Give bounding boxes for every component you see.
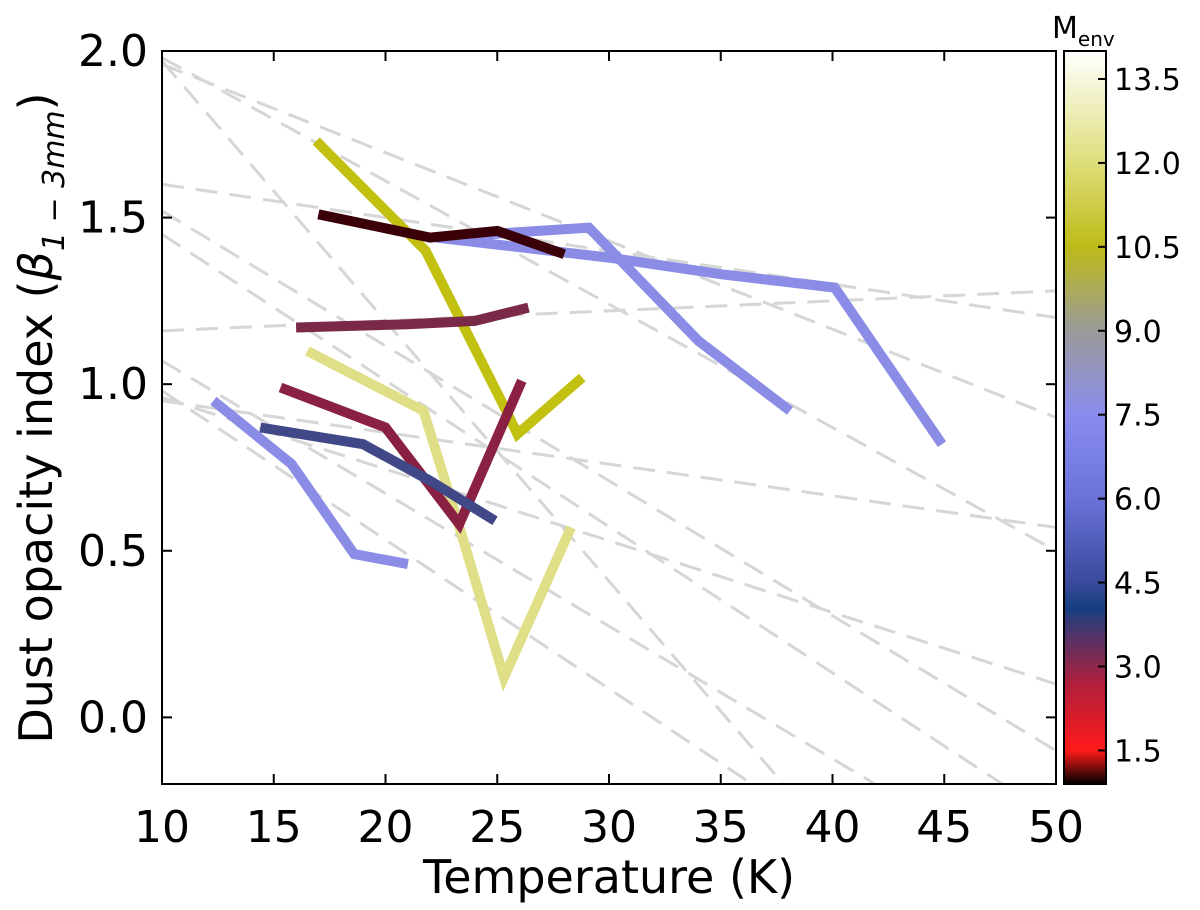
reference-line-6 bbox=[162, 399, 1056, 529]
reference-line-2 bbox=[162, 56, 1056, 553]
colorbar-tick-label: 13.5 bbox=[1114, 63, 1181, 98]
y-tick-label: 2.0 bbox=[78, 26, 148, 77]
colorbar-tick-label: 10.5 bbox=[1114, 231, 1181, 266]
colorbar-label-subscript: env bbox=[1078, 27, 1115, 51]
colorbar-tick-label: 7.5 bbox=[1114, 399, 1162, 434]
y-axis-label: Dust opacity index (β1 − 3mm) bbox=[9, 92, 72, 743]
y-tick-label: 0.0 bbox=[78, 692, 148, 743]
x-tick-label: 40 bbox=[805, 802, 861, 853]
y-axis-label-close: ) bbox=[9, 92, 63, 110]
colorbar-tick-label: 9.0 bbox=[1114, 315, 1162, 350]
x-tick-label: 15 bbox=[246, 802, 302, 853]
series-lines bbox=[210, 137, 947, 692]
colorbar-tick-label: 1.5 bbox=[1114, 734, 1162, 769]
reference-line-1 bbox=[162, 62, 1056, 419]
y-axis-label-main: Dust opacity index ( bbox=[9, 281, 63, 744]
colorbar-tick-label: 12.0 bbox=[1114, 147, 1181, 182]
x-tick-label: 45 bbox=[916, 802, 972, 853]
colorbar-tick-label: 6.0 bbox=[1114, 483, 1162, 518]
x-tick-label: 30 bbox=[581, 802, 637, 853]
series-line-6 bbox=[295, 302, 530, 333]
reference-line-0 bbox=[162, 60, 785, 784]
y-axis-label-symbol: β bbox=[9, 251, 63, 281]
x-tick-label: 50 bbox=[1028, 802, 1084, 853]
series-line-4 bbox=[305, 346, 576, 692]
colorbar-label-main: M bbox=[1052, 11, 1078, 46]
x-tick-label: 20 bbox=[358, 802, 414, 853]
x-tick-label: 35 bbox=[693, 802, 749, 853]
reference-line-9 bbox=[162, 232, 1004, 784]
y-tick-label: 0.5 bbox=[78, 526, 148, 577]
y-axis-label-subscript: 1 − 3mm bbox=[37, 110, 72, 251]
series-line-8 bbox=[259, 422, 498, 526]
series-line-2 bbox=[210, 396, 409, 570]
colorbar-label: Menv bbox=[1052, 11, 1115, 51]
x-tick-label: 10 bbox=[134, 802, 190, 853]
colorbar-tick-label: 4.5 bbox=[1114, 567, 1162, 602]
series-line-5 bbox=[317, 209, 566, 259]
x-tick-label: 25 bbox=[469, 802, 525, 853]
series-line-3 bbox=[312, 137, 586, 443]
x-axis-ticks: 10 15 20 25 30 35 40 45 50 bbox=[134, 51, 1084, 853]
colorbar-tick-label: 3.0 bbox=[1114, 650, 1162, 685]
x-axis-label: Temperature (K) bbox=[422, 850, 795, 904]
y-axis-ticks: 0.0 0.5 1.0 1.5 2.0 bbox=[78, 26, 1056, 743]
colorbar-ticks: 1.5 3.0 4.5 6.0 7.5 9.0 10.5 12.0 13.5 bbox=[1098, 63, 1181, 769]
reference-line-10 bbox=[162, 389, 753, 784]
reference-line-8 bbox=[162, 396, 1056, 686]
reference-line-4 bbox=[162, 209, 1056, 752]
y-tick-label: 1.0 bbox=[78, 359, 148, 410]
colorbar bbox=[1063, 50, 1107, 785]
y-tick-label: 1.5 bbox=[78, 193, 148, 244]
